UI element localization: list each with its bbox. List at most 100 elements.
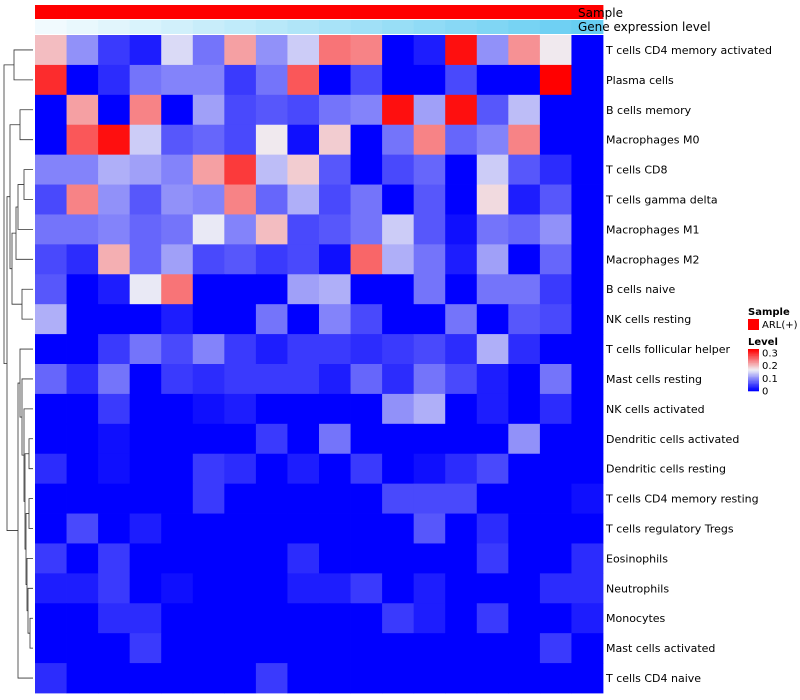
legend-colorbar-step <box>748 378 759 381</box>
row-dendrogram <box>3 49 33 679</box>
heatmap-cell <box>66 513 99 544</box>
heatmap-cell <box>539 214 572 245</box>
heatmap-cell <box>413 573 446 604</box>
heatmap-cell <box>66 483 99 514</box>
heatmap-cell <box>508 184 541 215</box>
heatmap-cell <box>161 304 194 335</box>
heatmap-cell <box>255 214 288 245</box>
heatmap-cell <box>35 603 67 634</box>
heatmap-cell <box>571 35 604 66</box>
heatmap-cell <box>445 154 478 185</box>
heatmap-cell <box>539 94 572 126</box>
legend-colorbar-step <box>748 360 759 362</box>
heatmap-cell <box>350 244 383 275</box>
heatmap-cell <box>476 184 509 215</box>
heatmap-cell <box>192 393 225 425</box>
heatmap-cell <box>319 184 351 215</box>
heatmap-cell <box>508 214 541 245</box>
heatmap-cell <box>98 453 131 485</box>
heatmap-cell <box>192 35 225 66</box>
heatmap-cell <box>161 274 194 305</box>
legend-colorbar-step <box>748 367 759 369</box>
heatmap-cell <box>35 64 67 96</box>
heatmap-cell <box>35 483 67 514</box>
heatmap-cell <box>66 603 99 634</box>
heatmap-cell <box>319 364 351 395</box>
heatmap-cell <box>319 453 351 485</box>
heatmap-cell <box>161 35 194 66</box>
legend-tick-label: 0.1 <box>762 374 778 385</box>
heatmap-cell <box>476 393 509 425</box>
heatmap-cell <box>319 633 351 664</box>
heatmap-cell <box>413 94 446 126</box>
annotation-sample-cell <box>445 5 478 19</box>
annotation-expression-cell <box>35 20 67 34</box>
heatmap-cell <box>287 423 320 455</box>
legend-colorbar-step <box>748 358 759 361</box>
heatmap-cell <box>476 64 509 96</box>
heatmap-cell <box>192 483 225 514</box>
heatmap-cell <box>571 214 604 245</box>
heatmap-cell <box>287 453 320 485</box>
heatmap-cell <box>66 423 99 455</box>
heatmap-cell <box>192 603 225 634</box>
heatmap-cell <box>508 364 541 395</box>
heatmap-cell <box>476 244 509 275</box>
heatmap-cell <box>476 364 509 395</box>
heatmap-cell <box>539 35 572 66</box>
legend-tick-label: 0.3 <box>762 348 778 359</box>
heatmap-cell <box>98 35 131 66</box>
heatmap-cell <box>539 393 572 425</box>
heatmap-cell <box>66 304 99 335</box>
dendrogram-branch <box>9 124 20 270</box>
heatmap-cell <box>255 334 288 365</box>
heatmap-cell <box>224 393 257 425</box>
heatmap-cell <box>476 35 509 66</box>
heatmap-cell <box>508 543 541 574</box>
heatmap-cell <box>287 154 320 185</box>
heatmap-cell <box>129 64 162 96</box>
heatmap-cell <box>161 423 194 455</box>
annotation-sample-cell <box>255 5 288 19</box>
heatmap-cell <box>382 423 415 455</box>
heatmap-cell <box>445 573 478 604</box>
heatmap-cell <box>476 304 509 335</box>
heatmap-cell <box>413 393 446 425</box>
heatmap-cell <box>571 663 604 694</box>
row-label: NK cells activated <box>606 403 705 416</box>
row-labels: T cells CD4 memory activated Plasma cells… <box>605 44 772 685</box>
heatmap-cell <box>287 64 320 96</box>
legend-colorbar-step <box>748 389 759 392</box>
heatmap-cell <box>350 483 383 514</box>
heatmap-cell <box>224 124 257 156</box>
annotation-expression-cell <box>255 20 288 34</box>
heatmap-cell <box>66 633 99 664</box>
legend-tick-label: 0.2 <box>762 361 778 372</box>
heatmap-cell <box>413 124 446 156</box>
heatmap-cell <box>476 603 509 634</box>
heatmap-cell <box>476 543 509 574</box>
heatmap-cell <box>413 244 446 275</box>
heatmap-cell <box>413 364 446 395</box>
legend-colorbar-step <box>748 351 759 354</box>
legend-sample-swatch <box>748 319 759 330</box>
row-label: Macrophages M1 <box>606 223 699 236</box>
dendrogram-branch <box>28 498 33 529</box>
heatmap-cell <box>350 393 383 425</box>
heatmap-cell <box>571 334 604 365</box>
heatmap-cell <box>224 663 257 694</box>
heatmap-cell <box>161 124 194 156</box>
heatmap-cell <box>539 603 572 634</box>
annotation-expression-cell <box>413 20 446 34</box>
heatmap-cell <box>98 633 131 664</box>
legend-tick-label: 0 <box>762 387 768 398</box>
heatmap-cell <box>98 364 131 395</box>
heatmap-cell <box>287 393 320 425</box>
heatmap-cell <box>445 244 478 275</box>
heatmap-cell <box>35 663 67 694</box>
legend-colorbar-step <box>748 365 759 368</box>
heatmap-cell <box>508 94 541 126</box>
heatmap-cell <box>161 184 194 215</box>
heatmap-cell <box>192 124 225 156</box>
annotation-label-gene-expression: Gene expression level <box>578 20 711 34</box>
